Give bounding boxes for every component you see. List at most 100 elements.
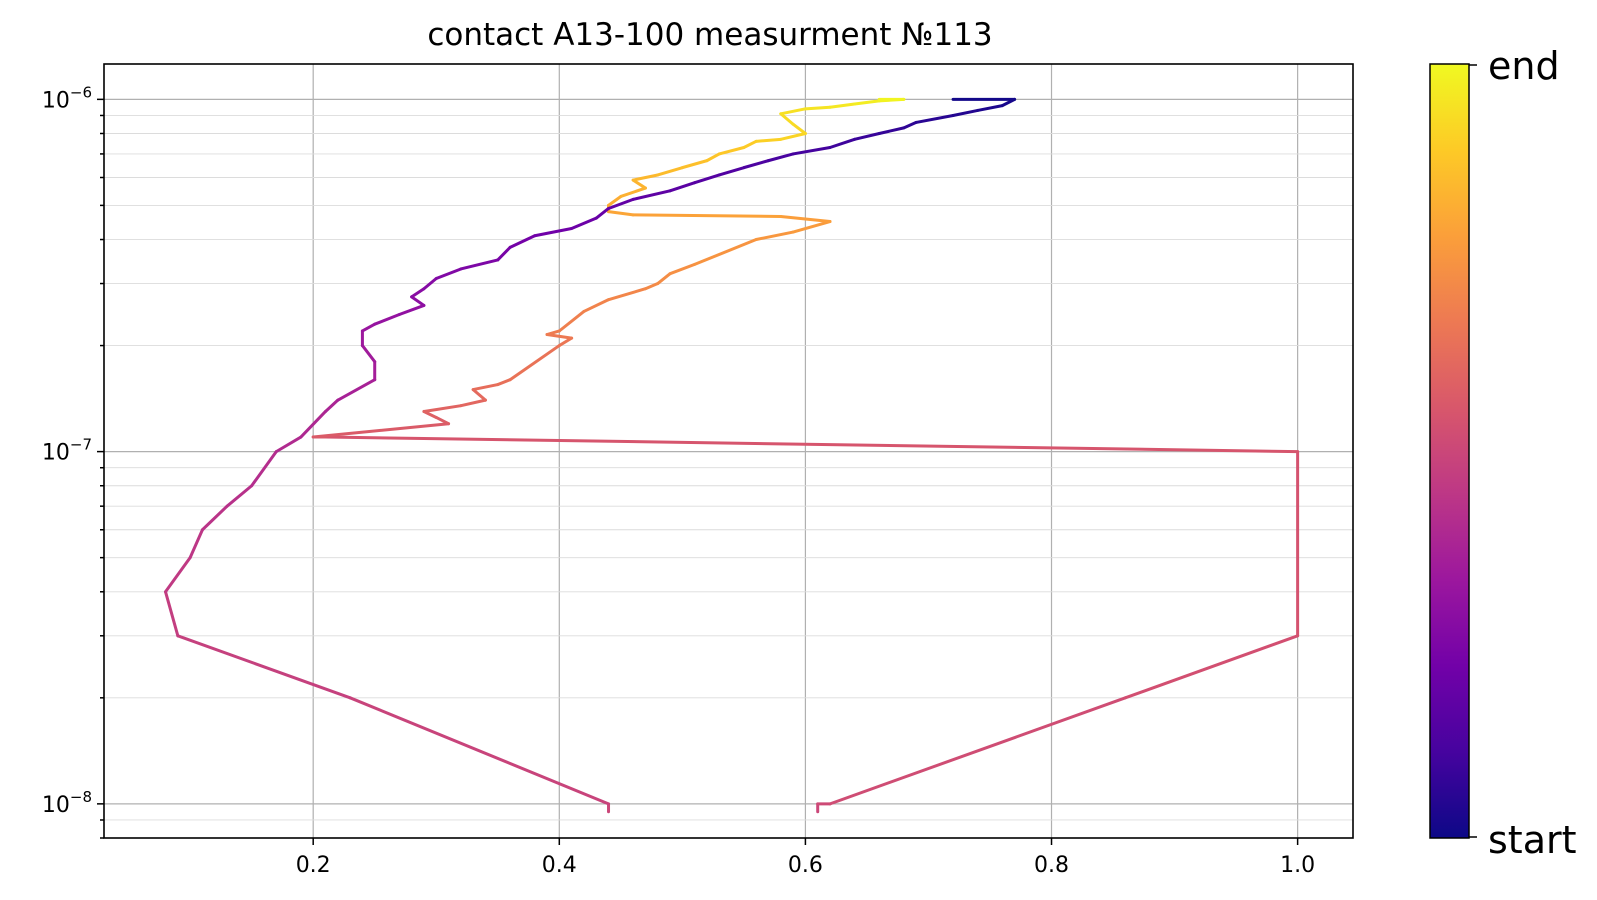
- series-2-segment: [274, 435, 303, 454]
- series-1-segment: [631, 213, 783, 218]
- series-2-segment: [976, 104, 1004, 112]
- series-1-segment: [496, 378, 512, 387]
- series-2-segment: [459, 258, 500, 271]
- series-1-segment: [828, 696, 1127, 806]
- series-1-segment: [656, 272, 672, 286]
- y-tick-label: 10−8: [42, 788, 92, 818]
- series-1-segment: [680, 159, 709, 170]
- series-1-segment: [693, 238, 758, 266]
- series-1-segment: [754, 230, 795, 242]
- series-1-segment: [803, 105, 832, 111]
- colorbar: end start: [1429, 44, 1577, 862]
- series-1-segment: [619, 186, 647, 198]
- series-2-segment: [360, 344, 377, 364]
- series-2-segment: [164, 590, 180, 638]
- series-1-segment: [557, 309, 586, 333]
- series-2-segment: [742, 159, 770, 170]
- series-1-segment: [791, 220, 832, 234]
- series-2-segment: [766, 152, 795, 163]
- series-1-segment: [459, 398, 487, 408]
- series-1-segment: [779, 112, 795, 126]
- series-2-segment: [717, 166, 746, 177]
- series-2-segment: [951, 108, 980, 117]
- series-1-segment: [656, 166, 684, 177]
- series-1-segment: [545, 333, 574, 340]
- series-2-segment: [348, 696, 611, 806]
- series-2-segment: [225, 484, 254, 508]
- series-1-segment: [779, 107, 807, 116]
- series-2-segment: [422, 277, 438, 291]
- series-2-segment: [164, 556, 192, 594]
- series-1-segment: [668, 262, 697, 276]
- series-2-segment: [434, 267, 463, 281]
- series-1-segment: [828, 102, 857, 109]
- series-2-segment: [594, 206, 611, 220]
- y-tick-label: 10−6: [42, 83, 92, 113]
- series-2-segment: [176, 634, 352, 700]
- series-2-segment: [828, 137, 857, 150]
- series-1-segment: [779, 131, 807, 141]
- series-1: [311, 97, 1300, 814]
- series-2-segment: [250, 450, 278, 488]
- series-2-segment: [336, 378, 377, 402]
- series-1-segment: [508, 344, 561, 382]
- series-2-segment: [200, 504, 229, 532]
- y-axis: 10−8 10−7 10−6: [42, 83, 104, 839]
- series-1-segment: [582, 298, 611, 313]
- series-1-segment: [791, 122, 807, 135]
- series-2-segment: [508, 234, 537, 249]
- series-2-segment: [877, 126, 906, 135]
- series-2-segment: [410, 295, 426, 307]
- series-1-segment: [607, 287, 647, 302]
- series-1-segment: [754, 137, 783, 143]
- series-2-segment: [397, 303, 426, 317]
- series-1-segment: [643, 282, 660, 291]
- series-2-segment: [410, 287, 426, 299]
- series-1-segment: [705, 152, 721, 163]
- series-2-segment: [902, 120, 918, 130]
- series-2-segment: [373, 313, 401, 326]
- series-1-segment: [1123, 634, 1300, 700]
- x-tick-label: 0.4: [542, 853, 577, 878]
- series-1-segment: [323, 435, 1300, 454]
- series-2-segment: [914, 113, 955, 124]
- series-2-segment: [791, 146, 832, 156]
- x-tick-label: 0.6: [788, 853, 823, 878]
- series-1-segment: [742, 139, 758, 150]
- chart-title: contact A13-100 measurment №113: [427, 17, 992, 53]
- colorbar-label-start: start: [1488, 818, 1577, 862]
- series-layer: [164, 97, 1300, 814]
- series-1-segment: [471, 383, 500, 392]
- series-2-segment: [693, 173, 721, 185]
- series-1-segment: [545, 329, 561, 337]
- series-2-segment: [533, 226, 574, 238]
- x-tick-label: 0.2: [296, 853, 331, 878]
- x-axis: 0.2 0.4 0.6 0.8 1.0: [296, 838, 1315, 878]
- x-tick-label: 1.0: [1280, 853, 1315, 878]
- series-2-segment: [323, 398, 340, 413]
- series-1-segment: [853, 99, 881, 106]
- series-1-segment: [717, 146, 746, 156]
- series-2-segment: [853, 131, 881, 141]
- series-2: [164, 97, 1017, 814]
- series-2-segment: [668, 181, 697, 193]
- series-1-segment: [471, 388, 487, 402]
- series-2-segment: [607, 197, 635, 210]
- series-2-segment: [299, 409, 327, 439]
- series-1-segment: [311, 422, 451, 439]
- y-tick-label: 10−7: [42, 436, 92, 466]
- series-2-segment: [570, 216, 598, 230]
- series-1-segment: [779, 214, 832, 224]
- series-1-segment: [557, 336, 574, 348]
- series-1-segment: [607, 194, 623, 207]
- series-1-segment: [434, 415, 451, 426]
- series-1-segment: [631, 178, 647, 190]
- x-tick-label: 0.8: [1034, 853, 1069, 878]
- series-1-segment: [607, 210, 635, 217]
- colorbar-label-end: end: [1488, 44, 1560, 88]
- series-1-segment: [631, 173, 660, 182]
- series-1-segment: [422, 404, 463, 413]
- series-2-segment: [188, 528, 204, 560]
- colorbar-gradient: [1429, 63, 1470, 839]
